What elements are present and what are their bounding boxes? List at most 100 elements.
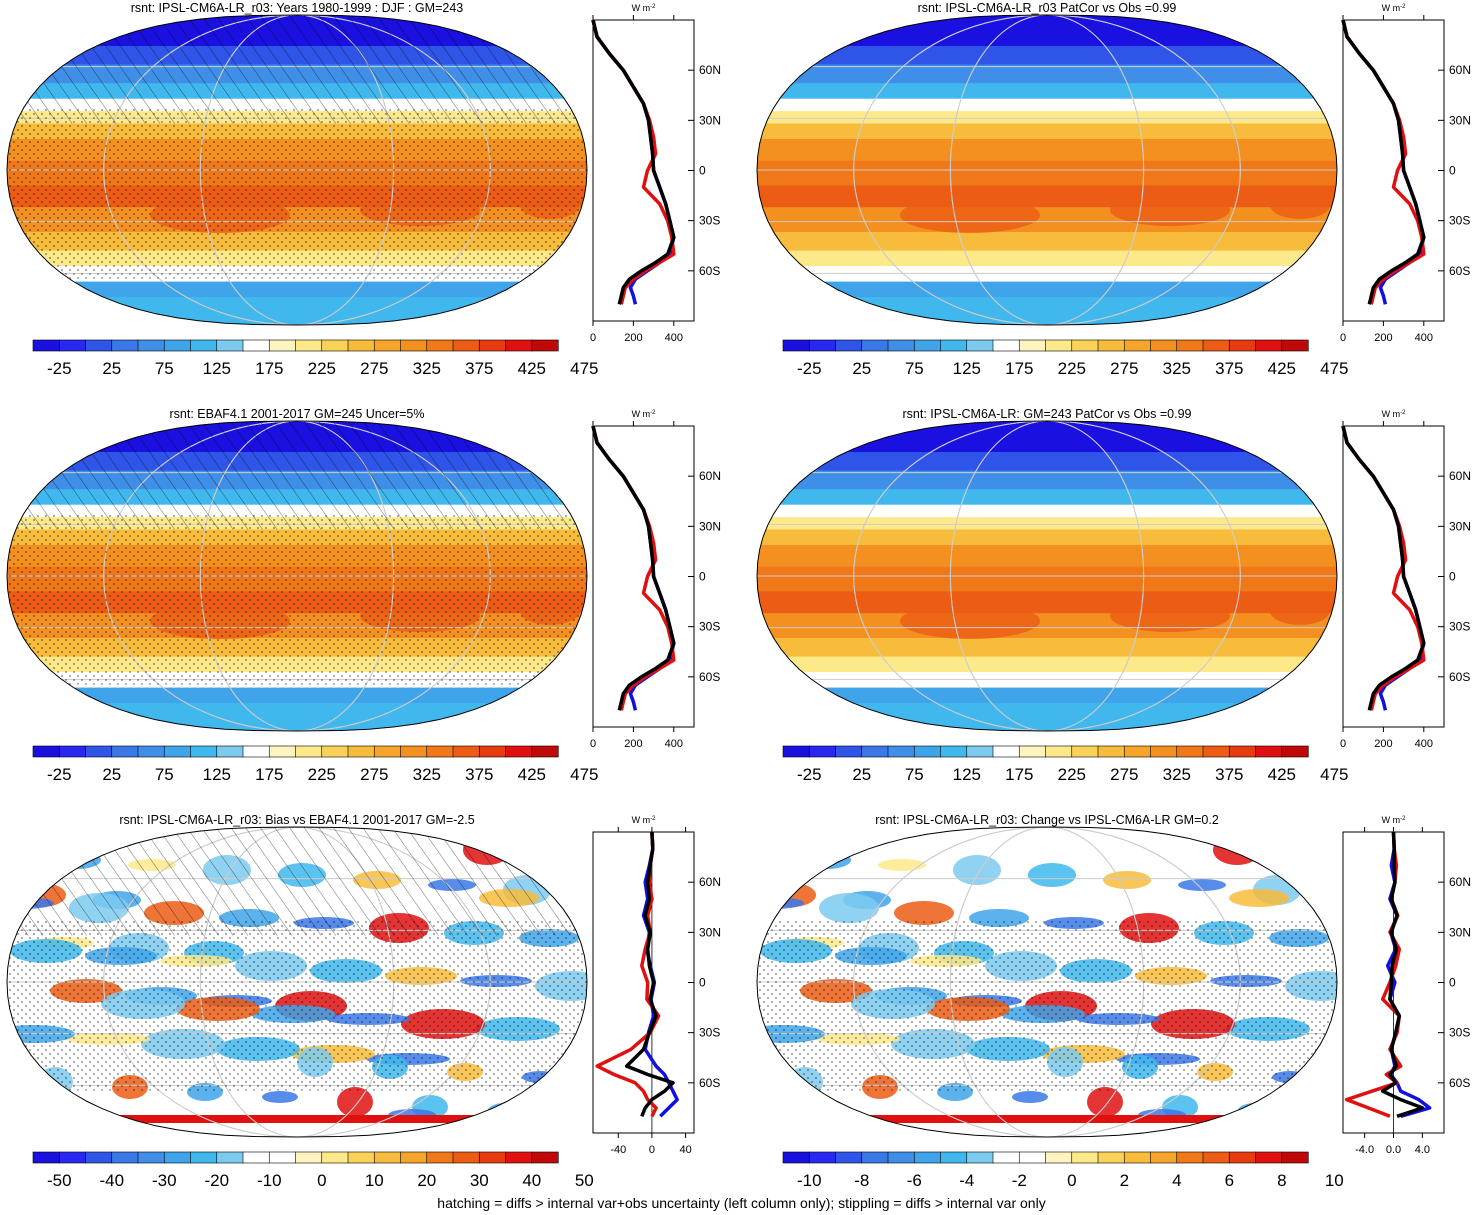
- colorbar-label: 475: [1320, 765, 1348, 784]
- colorbar-swatch: [966, 1151, 994, 1164]
- profile-x-label: 200: [1374, 332, 1392, 344]
- profile-unit: W m-2: [632, 3, 656, 13]
- profile-lat-label: 60S: [699, 1076, 720, 1090]
- colorbar-label: -6: [907, 1171, 922, 1190]
- colorbar-swatch: [1018, 745, 1047, 758]
- colorbar-swatch: [1045, 745, 1073, 758]
- colorbar-label: 275: [360, 765, 388, 784]
- profile-x-label: 200: [624, 332, 642, 344]
- colorbar-label: 175: [1005, 359, 1033, 378]
- panel-3: rsnt: EBAF4.1 2001-2017 GM=245 Uncer=5% -…: [6, 407, 721, 784]
- colorbar-swatch: [321, 1151, 349, 1164]
- profile-lat-label: 0: [699, 164, 706, 178]
- colorbar-label: -25: [47, 765, 72, 784]
- profile-series-2: [591, 425, 676, 711]
- map-outline: [756, 420, 1338, 732]
- profile-x-label: 0: [649, 1144, 655, 1156]
- profile-lat-label: 30S: [1449, 214, 1470, 228]
- colorbar-swatch: [992, 339, 1020, 352]
- colorbar-label: 75: [905, 765, 924, 784]
- profile-lat-label: 30N: [1449, 925, 1471, 939]
- profile-lat-label: 60N: [1449, 875, 1471, 889]
- colorbar-label: 475: [1320, 359, 1348, 378]
- colorbar-swatch: [347, 1151, 375, 1164]
- colorbar-swatch: [913, 745, 942, 758]
- profile-lat-label: 60S: [1449, 670, 1470, 684]
- colorbar-swatch: [1202, 745, 1230, 758]
- colorbar-label: 20: [417, 1171, 436, 1190]
- colorbar-label: 275: [360, 359, 388, 378]
- colorbar-label: 2: [1120, 1171, 1129, 1190]
- panel-5: rsnt: IPSL-CM6A-LR_r03: Bias vs EBAF4.1 …: [6, 813, 721, 1190]
- profile-series-3: [591, 425, 676, 711]
- profile-lat-label: 60N: [1449, 469, 1471, 483]
- colorbar-swatch: [1281, 1151, 1309, 1164]
- colorbar-label: 75: [155, 765, 174, 784]
- map-outline: [756, 14, 1338, 326]
- colorbar-swatch: [1255, 339, 1283, 352]
- colorbar-swatch: [887, 1151, 915, 1164]
- colorbar-swatch: [913, 1151, 942, 1164]
- colorbar-label: 125: [203, 359, 231, 378]
- profile-series-2: [1341, 425, 1426, 711]
- panel-4: rsnt: IPSL-CM6A-LR: GM=243 PatCor vs Obs…: [756, 407, 1471, 784]
- colorbar-label: 175: [255, 359, 283, 378]
- colorbar-label: 8: [1277, 1171, 1286, 1190]
- colorbar-swatch: [1045, 339, 1073, 352]
- profile-lat-label: 60N: [699, 875, 721, 889]
- profile-x-label: 200: [1374, 738, 1392, 750]
- colorbar-swatch: [1255, 1151, 1283, 1164]
- colorbar-swatch: [1071, 745, 1099, 758]
- colorbar-swatch: [1018, 1151, 1047, 1164]
- colorbar-swatch: [85, 1151, 113, 1164]
- colorbar-label: 25: [102, 765, 121, 784]
- profile-lat-label: 0: [1449, 976, 1456, 990]
- colorbar-swatch: [347, 339, 375, 352]
- colorbar-swatch: [426, 1151, 454, 1164]
- colorbar-swatch: [347, 745, 375, 758]
- colorbar-swatch: [531, 745, 559, 758]
- colorbar-swatch: [478, 1151, 507, 1164]
- colorbar-swatch: [190, 1151, 218, 1164]
- colorbar-label: -2: [1012, 1171, 1027, 1190]
- colorbar-label: 375: [465, 765, 493, 784]
- colorbar-swatch: [1123, 1151, 1152, 1164]
- profile-lat-label: 30S: [1449, 1026, 1470, 1040]
- colorbar-swatch: [321, 339, 349, 352]
- profile-lat-label: 0: [1449, 164, 1456, 178]
- panel-1: rsnt: IPSL-CM6A-LR_r03: Years 1980-1999 …: [6, 1, 721, 378]
- colorbar-swatch: [1045, 1151, 1073, 1164]
- map-field: [7, 421, 587, 731]
- colorbar-label: -40: [100, 1171, 125, 1190]
- colorbar-swatch: [295, 1151, 323, 1164]
- colorbar-swatch: [1228, 339, 1257, 352]
- map-field: [757, 15, 1337, 325]
- colorbar-swatch: [216, 745, 244, 758]
- colorbar-label: -4: [959, 1171, 974, 1190]
- colorbar-label: 275: [1110, 765, 1138, 784]
- colorbar-swatch: [1176, 1151, 1204, 1164]
- colorbar-swatch: [1228, 745, 1257, 758]
- colorbar-label: -20: [205, 1171, 230, 1190]
- colorbar-label: 6: [1225, 1171, 1234, 1190]
- colorbar-swatch: [216, 339, 244, 352]
- colorbar-swatch: [268, 745, 297, 758]
- colorbar-swatch: [137, 339, 165, 352]
- colorbar-swatch: [808, 339, 837, 352]
- colorbar-label: 10: [1325, 1171, 1344, 1190]
- profile-lat-label: 30N: [1449, 519, 1471, 533]
- profile-x-label: 0: [590, 738, 596, 750]
- colorbar-swatch: [452, 339, 480, 352]
- zonal-profile: 60N 30N 0 30S 60S -4.0 0.0 4.0 W m-2: [1342, 815, 1471, 1156]
- colorbar-label: 125: [203, 765, 231, 784]
- colorbar: -10 -8 -6 -4 -2 0 2 4 6 8 10: [782, 1151, 1344, 1190]
- colorbar-swatch: [1228, 1151, 1257, 1164]
- colorbar-swatch: [400, 745, 428, 758]
- panel-title: rsnt: EBAF4.1 2001-2017 GM=245 Uncer=5%: [169, 407, 424, 421]
- colorbar-swatch: [242, 1151, 270, 1164]
- colorbar-swatch: [163, 339, 192, 352]
- colorbar-label: -25: [797, 359, 822, 378]
- colorbar-label: 50: [575, 1171, 594, 1190]
- colorbar-swatch: [505, 339, 533, 352]
